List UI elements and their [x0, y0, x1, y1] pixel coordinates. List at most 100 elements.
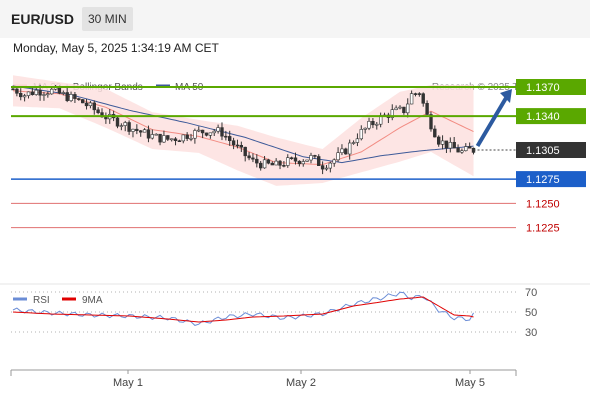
bull-candle [189, 138, 193, 140]
rsi-tick-label: 70 [525, 287, 537, 299]
level-box-1.1305 [516, 142, 586, 158]
bear-candle [166, 135, 170, 140]
bear-candle [320, 165, 325, 170]
bear-candle [231, 140, 236, 146]
bull-candle [324, 167, 329, 170]
symbol-label: EUR/USD [11, 11, 75, 27]
bear-candle [467, 146, 472, 149]
bear-candle [417, 93, 422, 95]
bull-candle [440, 140, 445, 145]
bear-candle [251, 157, 255, 160]
bear-candle [135, 128, 139, 131]
x-tick-label: May 5 [455, 377, 485, 389]
bull-candle [181, 134, 185, 142]
bull-candle [69, 94, 73, 102]
bull-candle [448, 142, 452, 149]
bear-candle [316, 156, 321, 166]
bull-candle [193, 130, 197, 139]
bear-candle [452, 142, 456, 149]
bull-candle [367, 121, 371, 129]
price-plot: 1.1370 1.1340 1.1305 1.1275 1.1250 1.1225 [11, 75, 586, 235]
bear-candle [235, 144, 240, 147]
bear-candle [429, 114, 433, 130]
bull-candle [390, 109, 394, 118]
bear-candle [38, 89, 42, 96]
bear-candle [11, 88, 15, 91]
bull-candle [22, 95, 27, 98]
rsi-legend-label: RSI [33, 295, 50, 306]
bull-candle [274, 160, 278, 166]
bull-candle [123, 122, 127, 126]
bear-candle [30, 91, 35, 96]
bear-candle [84, 102, 89, 107]
bear-candle [220, 127, 224, 137]
bull-candle [197, 129, 201, 132]
level-box-1.1370 [516, 79, 586, 95]
bear-candle [115, 117, 120, 127]
bear-candle [127, 122, 131, 132]
level-label-1.1225: 1.1225 [526, 223, 560, 235]
bear-candle [204, 132, 209, 136]
datetime-label: Monday, May 5, 2025 1:34:19 AM CET [13, 41, 219, 55]
bull-candle [154, 133, 158, 136]
bear-candle [158, 133, 162, 143]
bull-candle [305, 159, 309, 162]
bull-candle [464, 146, 468, 151]
bear-candle [266, 159, 271, 164]
bull-candle [375, 123, 379, 126]
bull-candle [301, 161, 305, 165]
bear-candle [413, 93, 418, 95]
timeframe-button[interactable]: 30 MIN [82, 7, 133, 31]
ma9-line [12, 296, 474, 323]
bull-candle [216, 127, 220, 132]
level-box-1.1340 [516, 108, 586, 125]
level-label-1.1340: 1.1340 [526, 111, 560, 123]
bull-candle [42, 94, 46, 96]
bull-candle [460, 150, 464, 153]
bear-candle [425, 102, 429, 115]
bear-candle [65, 92, 69, 101]
bull-candle [212, 130, 216, 134]
level-label-1.1250: 1.1250 [526, 198, 560, 210]
bear-candle [278, 160, 282, 166]
bear-candle [18, 92, 23, 98]
level-label-1.1305: 1.1305 [526, 145, 560, 157]
bull-candle [119, 125, 124, 127]
level-label-1.1275: 1.1275 [526, 174, 560, 186]
bear-candle [173, 138, 178, 142]
bull-candle [34, 89, 38, 95]
bear-candle [81, 99, 85, 104]
bear-candle [139, 130, 143, 133]
bear-candle [239, 145, 243, 148]
bull-candle [398, 106, 402, 109]
bull-candle [409, 93, 414, 105]
bull-candle [150, 134, 154, 139]
bull-candle [309, 155, 313, 161]
bear-candle [289, 157, 294, 159]
bull-candle [26, 91, 31, 96]
bear-candle [313, 155, 317, 157]
target-arrow-shaft [475, 96, 508, 148]
bull-candle [61, 92, 66, 94]
bull-candle [49, 88, 54, 95]
bear-candle [255, 158, 259, 164]
bull-candle [208, 132, 213, 136]
bear-candle [433, 128, 437, 138]
bull-candle [405, 103, 410, 114]
bear-candle [258, 162, 263, 169]
bear-candle [104, 116, 108, 120]
bear-candle [436, 136, 441, 145]
rsi-plot: 70 50 30 [11, 287, 537, 339]
bull-candle [332, 159, 336, 164]
bull-candle [170, 138, 174, 141]
bull-candle [351, 142, 356, 144]
bear-candle [282, 165, 286, 167]
bear-candle [224, 135, 228, 138]
bear-candle [77, 98, 81, 100]
bear-candle [297, 160, 302, 165]
level-box-1.1275 [516, 171, 586, 188]
bull-candle [340, 148, 344, 154]
bull-candle [359, 129, 363, 140]
bull-candle [363, 127, 367, 130]
bull-candle [131, 128, 135, 132]
